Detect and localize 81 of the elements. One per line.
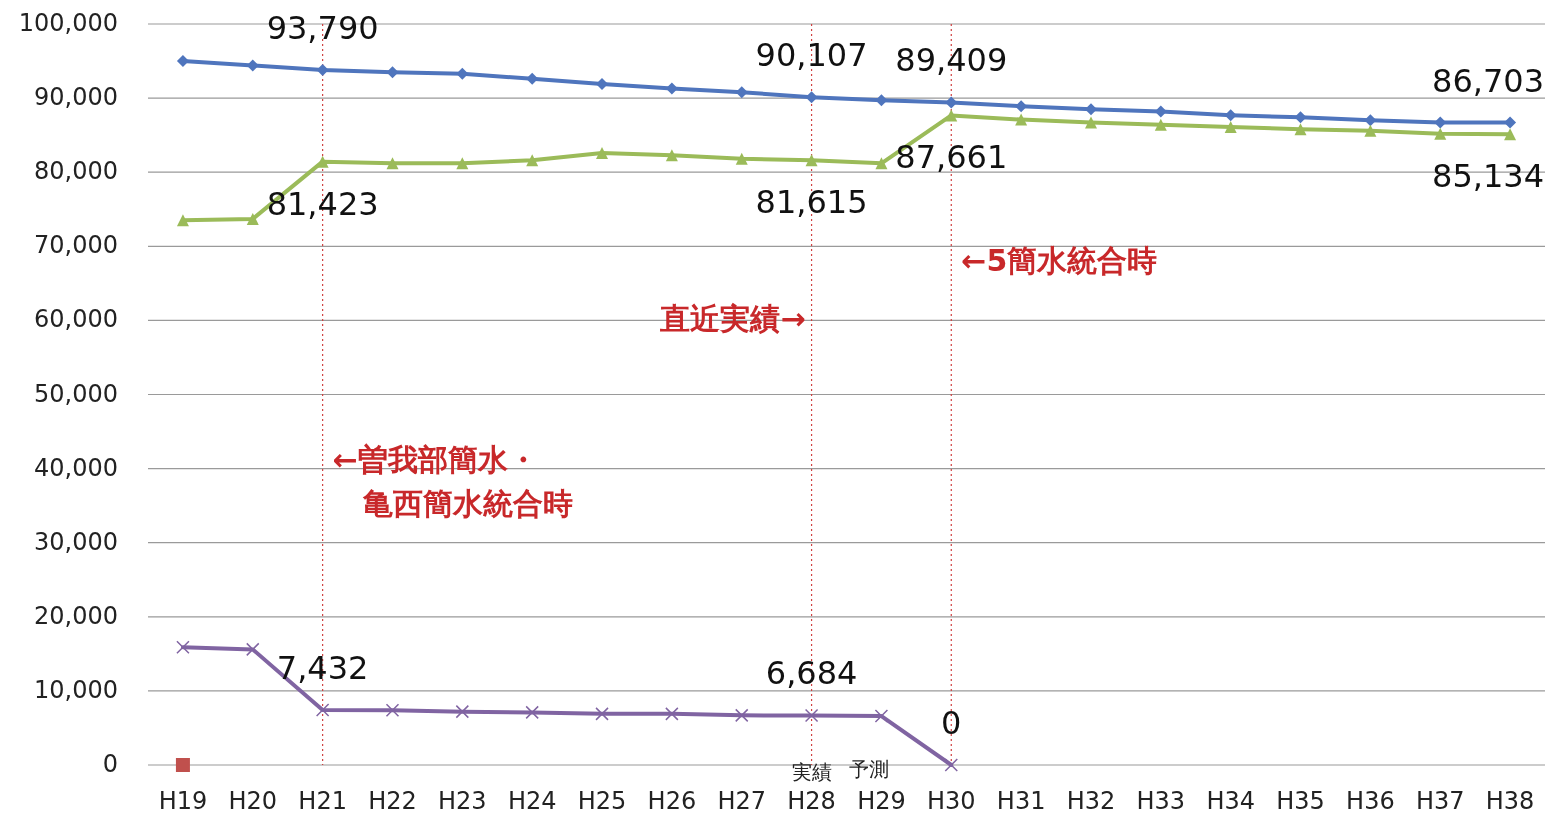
point [1084,116,1097,129]
data-label: 81,423 [266,184,379,223]
point [804,708,819,723]
y-tick-label: 30,000 [34,527,118,556]
point [944,758,959,772]
x-tick-label: H29 [857,787,906,815]
data-label: 93,790 [266,9,379,48]
point [945,109,958,122]
point [1154,118,1167,131]
x-tick-label: H28 [787,787,836,815]
x-tick-label: H26 [647,787,697,815]
point [734,708,749,723]
x-tick-label: H20 [228,787,278,815]
point [665,707,679,721]
point [455,704,470,719]
point [1434,127,1447,140]
x-tick-label: H31 [996,787,1046,815]
annotation: 予測 [849,756,890,781]
point [456,157,469,170]
x-tick-label: H38 [1485,787,1535,815]
point [246,212,259,225]
data-label: 90,107 [755,36,868,75]
x-tick-label: H24 [507,787,557,815]
y-tick-label: 60,000 [34,305,118,334]
x-tick-label: H19 [158,787,208,815]
data-label: 0 [941,704,962,742]
y-tick-label: 0 [102,750,118,778]
point [246,642,260,657]
x-tick-label: H33 [1136,787,1186,815]
x-tick-label: H36 [1346,787,1395,815]
annotation: ←5簡水統合時 [961,243,1158,279]
x-tick-label: H21 [298,787,347,815]
y-tick-label: 20,000 [34,601,118,630]
y-tick-label: 40,000 [34,453,118,482]
annotation: ←曽我部簡水・ [332,441,538,477]
x-tick-label: H22 [368,787,417,815]
data-label: 7,432 [276,648,369,687]
y-tick-label: 90,000 [34,83,118,112]
annotation: 直近実績→ [659,300,806,336]
point [386,157,399,170]
x-tick-label: H34 [1206,787,1255,815]
x-tick-label: H23 [438,787,487,815]
x-tick-label: H27 [717,787,767,815]
point [1504,128,1517,141]
point [526,154,539,167]
point [665,149,678,162]
point [1364,124,1377,137]
data-label: 81,615 [755,183,868,222]
point [1015,113,1028,126]
annotation: 亀西簡水統合時 [361,486,573,522]
point [1224,121,1237,133]
x-tick-label: H32 [1066,787,1116,815]
data-label: 89,409 [895,41,1008,80]
x-tick-label: H35 [1276,787,1325,815]
point [525,705,539,720]
annotation: 実績 [791,759,832,784]
point [875,157,888,170]
point [176,214,189,227]
y-tick-label: 50,000 [34,379,118,408]
y-tick-label: 100,000 [18,9,118,37]
data-label: 86,703 [1432,61,1545,100]
y-tick-label: 80,000 [34,157,118,186]
y-tick-label: 10,000 [34,675,118,704]
point [595,707,609,721]
data-label: 6,684 [765,654,858,693]
x-tick-label: H37 [1415,787,1465,815]
x-tick-label: H30 [926,787,976,815]
point [1294,123,1307,136]
point [176,640,190,654]
point [805,154,818,167]
point [315,703,330,717]
point [874,709,889,723]
y-tick-label: 70,000 [34,231,118,260]
point [596,146,609,159]
data-label: 87,661 [895,138,1008,177]
data-label: 85,134 [1432,157,1545,196]
point [385,703,400,717]
x-tick-label: H25 [577,787,627,815]
point [1504,116,1517,129]
point [735,152,748,165]
point [176,55,189,68]
